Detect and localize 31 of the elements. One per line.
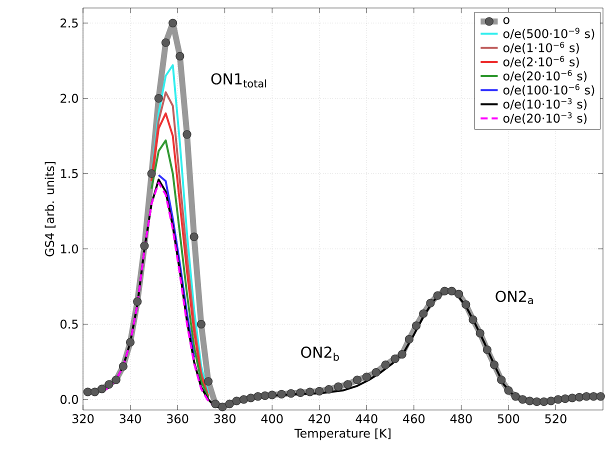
y-tick-label: 1.5	[61, 169, 78, 178]
x-tick-label: 440	[356, 414, 378, 424]
annotation: ON1$_{total}$	[211, 73, 266, 88]
legend-label: o/e(500·10$^{−9}$ s)	[503, 28, 594, 40]
annotation: ON2$_{b}$	[301, 346, 339, 361]
x-axis-title: Temperature [K]	[294, 428, 390, 440]
x-tick-label: 520	[545, 414, 566, 424]
x-tick-label: 320	[72, 414, 94, 424]
y-tick-label: 0.5	[60, 320, 78, 329]
x-tick-label: 400	[261, 414, 283, 424]
x-tick-label: 340	[120, 414, 141, 424]
x-tick-label: 460	[403, 414, 425, 424]
x-tick-label: 380	[214, 414, 236, 424]
y-tick-label: 2.0	[60, 94, 78, 103]
y-tick-label: 0.0	[60, 394, 78, 404]
legend-label: o/e(1·10$^{−6}$ s)	[503, 42, 579, 54]
y-axis-title: GS4 [arb. units]	[44, 162, 56, 256]
y-tick-label: 2.5	[60, 18, 78, 28]
y-tick-label: 1.0	[61, 244, 78, 254]
legend-label: o/e(2·10$^{−6}$ s)	[503, 56, 579, 68]
legend-label: o/e(20·10$^{−6}$ s)	[503, 70, 587, 82]
annotation: ON2$_{a}$	[496, 290, 533, 304]
x-tick-label: 360	[167, 414, 188, 424]
legend-label: o/e(10·10$^{−3}$ s)	[503, 98, 587, 110]
line-series	[158, 174, 196, 358]
x-tick-label: 480	[450, 414, 472, 424]
legend-label: o	[503, 17, 510, 24]
x-tick-label: 420	[308, 414, 330, 424]
legend-label: o/e(20·10$^{−3}$ s)	[503, 112, 587, 124]
legend-label: o/e(100·10$^{−6}$ s)	[503, 84, 594, 96]
x-tick-label: 500	[498, 414, 520, 424]
